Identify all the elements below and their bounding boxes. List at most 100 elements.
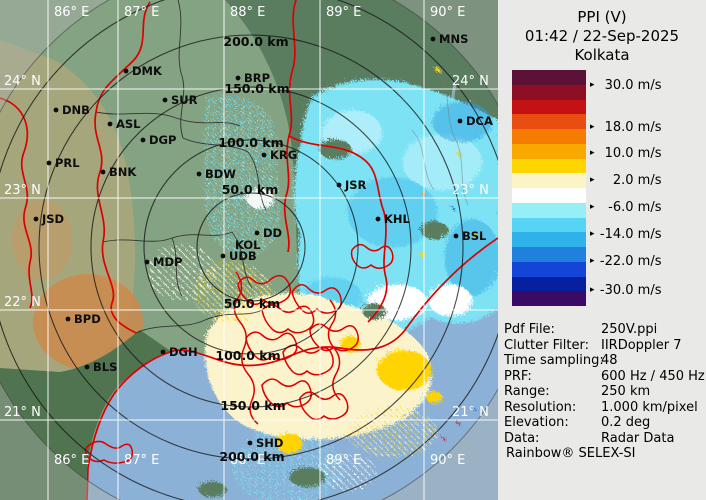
legend-band-0 [512, 70, 586, 85]
city-label-JSD: JSD [41, 212, 64, 226]
latitude-label-left: 22° N [4, 295, 41, 310]
legend-band-8 [512, 188, 586, 203]
city-label-BLS: BLS [93, 360, 117, 374]
radar-site: Kolkata [574, 46, 630, 64]
legend-label: ▸ -30.0 m/s [590, 282, 662, 298]
legend-band-5 [512, 143, 586, 159]
legend-tick-arrow-icon: ▸ [590, 122, 595, 132]
metadata-label: Resolution: [504, 399, 577, 415]
legend-tick-arrow-icon: ▸ [590, 148, 595, 158]
city-marker-BNK [100, 169, 106, 175]
city-label-SUR: SUR [171, 93, 198, 107]
city-label-DNB: DNB [62, 103, 90, 117]
metadata-row: Elevation: 0.2 deg [504, 415, 704, 431]
range-ring-150km [90, 86, 412, 408]
metadata-row: Time sampling: 48 [504, 353, 704, 369]
city-marker-UDB [220, 253, 226, 259]
info-panel: PPI (V) 01:42 / 22-Sep-2025 Kolkata ▸ 30.… [498, 0, 706, 500]
city-label-DD: DD [263, 226, 282, 240]
city-label-PRL: PRL [55, 156, 80, 170]
city-marker-MDP [144, 259, 150, 265]
metadata-row: Pdf File: 250V.ppi [504, 322, 704, 338]
longitude-label-bottom: 87° E [124, 453, 159, 468]
city-marker-DNB [53, 107, 59, 113]
legend-tick-arrow-icon: ▸ [590, 256, 595, 266]
metadata-row: Clutter Filter: IIRDoppler 7 [504, 338, 704, 354]
legend-band-1 [512, 84, 586, 100]
legend-label: ▸ 2.0 m/s [590, 172, 662, 188]
city-marker-DMK [123, 68, 129, 74]
range-ring-label: 100.0 km [215, 348, 280, 363]
city-marker-BRP [235, 75, 241, 81]
legend-band-4 [512, 129, 586, 144]
city-marker-JSD [33, 216, 39, 222]
city-label-BRP: BRP [244, 71, 270, 85]
city-marker-BLS [84, 364, 90, 370]
out-of-range-dim-overlay [0, 0, 536, 500]
range-ring-label: 50.0 km [222, 182, 279, 197]
city-label-DGH: DGH [169, 345, 198, 359]
metadata-label: Elevation: [504, 415, 569, 430]
city-label-SHD: SHD [256, 436, 283, 450]
legend-band-3 [512, 114, 586, 129]
longitude-label-bottom: 90° E [430, 453, 465, 468]
city-marker-PRL [46, 160, 52, 166]
range-ring-200km [38, 34, 464, 460]
city-marker-KHL [375, 216, 381, 222]
metadata-value: IIRDoppler 7 [601, 337, 682, 353]
legend-label: ▸ 10.0 m/s [590, 145, 662, 161]
metadata-label: Time sampling: [504, 353, 604, 368]
metadata-value: Radar Data [601, 430, 675, 446]
city-label-ASL: ASL [116, 117, 141, 131]
legend-label: ▸ -14.0 m/s [590, 226, 662, 242]
longitude-label-bottom: 88° E [230, 453, 265, 468]
longitude-label-top: 90° E [430, 5, 465, 20]
range-ring-50km [196, 192, 306, 302]
range-ring-label: 200.0 km [223, 34, 288, 49]
city-label-MDP: MDP [153, 255, 182, 269]
city-label-JSR: JSR [344, 178, 367, 192]
latitude-label-left: 21° N [4, 405, 41, 420]
range-ring-label: 150.0 km [220, 398, 285, 413]
product-title: PPI (V) 01:42 / 22-Sep-2025 Kolkata [498, 8, 706, 65]
legend-band-10 [512, 217, 586, 233]
legend-label: ▸ -6.0 m/s [590, 199, 662, 215]
product-type: PPI (V) [577, 8, 627, 26]
city-label-MNS: MNS [439, 32, 468, 46]
legend-band-2 [512, 99, 586, 115]
city-marker-JSR [336, 182, 342, 188]
metadata-value: 0.2 deg [601, 415, 651, 430]
product-metadata: Pdf File: 250V.ppi Clutter Filter: IIRDoppl… [504, 322, 705, 446]
longitude-label-top: 88° E [230, 5, 265, 20]
metadata-row: Resolution: 1.000 km/pixel [504, 400, 704, 416]
product-timestamp: 01:42 / 22-Sep-2025 [524, 27, 680, 45]
state-boundaries [0, 0, 499, 500]
legend-band-7 [512, 173, 586, 188]
range-ring-100km [143, 139, 359, 355]
legend-tick-arrow-icon: ▸ [590, 202, 595, 212]
city-label-BSL: BSL [462, 229, 487, 243]
range-ring-label: 50.0 km [224, 296, 281, 311]
longitude-label-bottom: 86° E [54, 453, 89, 468]
metadata-label: Range: [504, 384, 550, 399]
city-markers: MNS DMK BRP SUR DNB DCA ASL DGP KRG PRL BNK BDW JSR J… [33, 32, 493, 450]
legend-band-14 [512, 276, 586, 292]
metadata-label: Data: [504, 430, 540, 446]
city-marker-DD [254, 230, 260, 236]
city-marker-ASL [107, 121, 113, 127]
metadata-value: 600 Hz / 450 Hz [601, 368, 705, 384]
metadata-row: Range: 250 km [504, 384, 704, 400]
city-marker-DGP [140, 137, 146, 143]
legend-label: ▸ 18.0 m/s [590, 119, 662, 135]
velocity-field [145, 65, 498, 500]
legend-tick-arrow-icon: ▸ [590, 285, 595, 295]
metadata-label: Pdf File: [504, 322, 555, 337]
latitude-label-right: 24° N [452, 74, 489, 89]
legend-band-15 [512, 291, 586, 306]
metadata-value: 48 [601, 353, 618, 368]
legend-label: ▸ 30.0 m/s [590, 77, 662, 93]
software-brand: Rainbow® SELEX-SI [506, 446, 636, 461]
range-ring-label: 200.0 km [219, 449, 284, 464]
city-label-DGP: DGP [149, 133, 176, 147]
